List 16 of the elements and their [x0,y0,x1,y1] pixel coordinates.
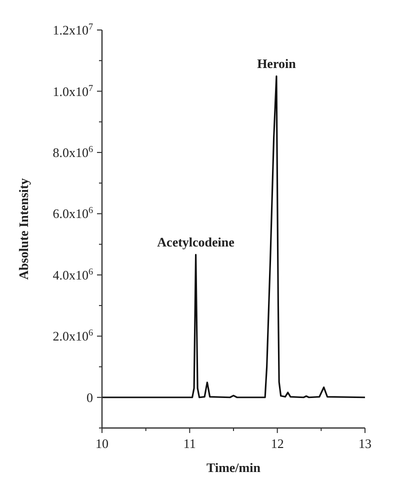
y-tick-label: 1.0x10$^{7}$ [52,82,94,99]
y-tick-label: 1.2x10$^{7}$ [52,22,94,38]
y-tick-label: 2.0x10$^{6}$ [52,328,94,344]
x-tick-label: 13 [358,436,372,451]
line-series [101,75,366,398]
y-axis-title: Absolute Intensity [16,178,31,280]
annotation: Heroin [257,56,297,72]
y-tick-label: 8.0x10$^{6}$ [52,144,94,160]
x-tick-label: 11 [183,436,196,451]
y-tick-label: 4.0x10$^{6}$ [52,266,94,282]
x-tick-label: 10 [96,436,108,451]
y-tick-label: 6.0x10$^{6}$ [52,205,94,222]
x-tick-label: 12 [270,436,284,451]
y-tick-label: 0 [86,390,93,405]
annotation: Acetylcodeine [157,234,235,250]
x-axis-title: Time/min [206,460,262,475]
